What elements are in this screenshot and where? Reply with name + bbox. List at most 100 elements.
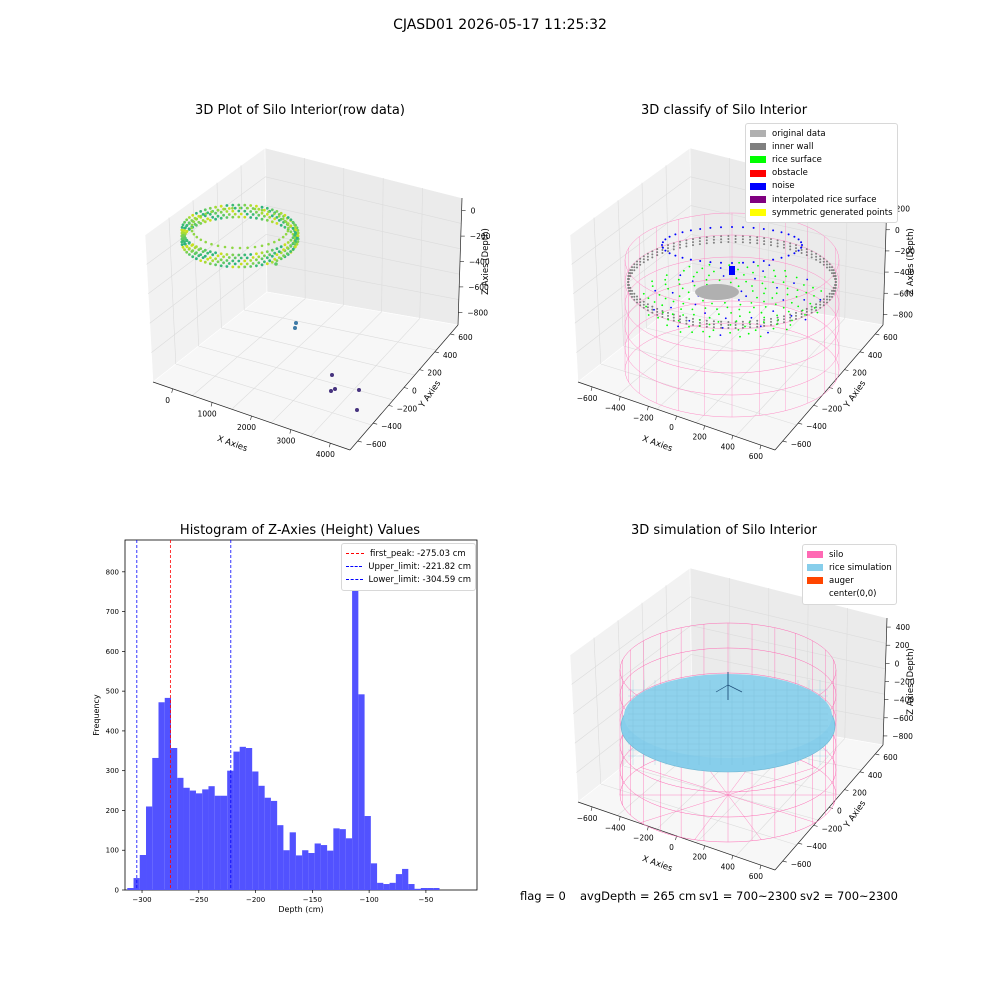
p1-ring-point bbox=[223, 207, 227, 211]
legend-swatch bbox=[807, 564, 823, 572]
p2-noise-point bbox=[797, 238, 800, 241]
p1-grid-line bbox=[240, 165, 245, 311]
histogram-bar bbox=[420, 888, 428, 890]
p1-ring-point bbox=[227, 207, 231, 210]
p2-surface-point bbox=[797, 305, 800, 308]
p2-grid-line bbox=[729, 157, 731, 299]
p1-ring-point bbox=[203, 254, 207, 258]
p1-ring-point bbox=[270, 248, 274, 252]
p1-y-tick-label: −600 bbox=[366, 440, 387, 449]
p1-outlier-point bbox=[294, 321, 298, 325]
p1-ring-point bbox=[293, 223, 296, 227]
p2-surface-point bbox=[759, 335, 762, 338]
p2-inner-wall-point bbox=[815, 306, 818, 309]
p2-inner-wall-point bbox=[805, 254, 808, 257]
legend-label: rice surface bbox=[772, 154, 822, 165]
p4-x-tick-label: 600 bbox=[749, 872, 764, 881]
simulation-legend: silo rice simulation auger center(0,0) bbox=[802, 544, 897, 605]
p2-inner-wall-point bbox=[819, 261, 822, 264]
p2-surface-point bbox=[682, 302, 685, 305]
p2-inner-wall-point bbox=[832, 289, 835, 292]
legend-swatch bbox=[750, 143, 766, 151]
p2-inner-wall-point bbox=[822, 304, 825, 307]
p2-inner-wall-point bbox=[661, 316, 664, 318]
p2-inner-wall-point bbox=[672, 248, 675, 251]
p2-inner-wall-point bbox=[651, 253, 654, 256]
histogram-x-axis-label: Depth (cm) bbox=[278, 905, 323, 914]
p2-surface-point bbox=[677, 278, 680, 281]
p1-ring-point bbox=[197, 220, 201, 224]
p2-inner-wall-point bbox=[795, 317, 797, 320]
p2-surface-point bbox=[661, 304, 664, 307]
p1-ring-point bbox=[260, 208, 264, 212]
p1-ring-point bbox=[219, 210, 223, 214]
p2-inner-wall-point bbox=[631, 295, 633, 298]
p2-surface-point bbox=[812, 286, 814, 289]
p2-inner-wall-point bbox=[783, 240, 785, 243]
p2-inner-wall-point bbox=[756, 236, 759, 239]
p1-grid-line bbox=[270, 311, 382, 424]
p2-inner-wall-point bbox=[756, 319, 759, 322]
p2-inner-wall-point bbox=[749, 235, 752, 238]
p1-ring-point bbox=[284, 232, 288, 236]
p1-ring-point bbox=[239, 256, 243, 260]
p1-ring-point bbox=[208, 256, 212, 260]
p4-grid-line bbox=[844, 607, 848, 739]
p2-surface-point bbox=[771, 297, 774, 299]
p2-surface-point bbox=[718, 313, 720, 316]
p4-y-tick-label: 400 bbox=[868, 771, 883, 780]
p2-inner-wall-point bbox=[770, 244, 772, 247]
p2-surface-point bbox=[773, 269, 775, 272]
histogram-bar bbox=[433, 888, 440, 890]
p1-ring-point bbox=[201, 250, 205, 254]
p2-inner-wall-point bbox=[783, 321, 785, 324]
p1-ring-point bbox=[222, 261, 226, 265]
p2-inner-wall-point bbox=[789, 313, 792, 316]
p1-ring-point bbox=[284, 220, 288, 224]
p2-inner-wall-point bbox=[776, 242, 779, 245]
p2-inner-wall-point bbox=[627, 287, 630, 289]
histogram-bar bbox=[189, 790, 196, 890]
p2-inner-wall-point bbox=[698, 237, 701, 240]
p1-ring-point bbox=[291, 236, 295, 240]
p1-y-tick-label: 200 bbox=[427, 369, 442, 378]
p2-inner-wall-point bbox=[763, 324, 766, 327]
p2-surface-point bbox=[645, 305, 647, 308]
histogram-bar bbox=[289, 832, 296, 890]
p1-ring-point bbox=[263, 254, 266, 258]
p1-ring-point bbox=[185, 223, 189, 227]
p2-inner-wall-point bbox=[810, 250, 813, 253]
p1-ring-point bbox=[286, 229, 290, 233]
p2-inner-wall-point bbox=[770, 323, 772, 326]
p1-ring-point bbox=[273, 257, 277, 261]
legend-swatch bbox=[807, 591, 823, 598]
p1-ring-point bbox=[255, 216, 258, 220]
p2-inner-wall-point bbox=[661, 252, 664, 254]
p1-ring-point bbox=[203, 248, 207, 252]
p1-ring-point bbox=[283, 225, 287, 229]
p2-noise-point bbox=[709, 261, 712, 264]
p2-grid-line bbox=[617, 200, 624, 347]
p2-noise-point bbox=[801, 244, 803, 246]
p2-surface-point bbox=[688, 265, 691, 268]
p1-ring-point bbox=[282, 248, 285, 252]
p1-ring-point bbox=[185, 238, 189, 242]
p2-surface-point bbox=[664, 297, 667, 300]
p1-ring-point bbox=[225, 265, 229, 268]
p1-ring-point bbox=[219, 252, 223, 256]
p2-z-axis-label: Z Axies (Depth) bbox=[906, 228, 916, 295]
p2-surface-point bbox=[682, 314, 684, 316]
histogram-x-tick-label: −100 bbox=[360, 896, 379, 904]
p2-noise-point bbox=[742, 226, 744, 229]
p2-inner-wall-point bbox=[661, 313, 664, 315]
p2-inner-wall-point bbox=[667, 244, 669, 247]
p2-surface-point bbox=[694, 303, 697, 306]
p2-inner-wall-point bbox=[828, 269, 831, 272]
p1-ring-point bbox=[267, 242, 270, 246]
p1-ring-point bbox=[294, 245, 297, 249]
p2-inner-wall-point bbox=[627, 281, 630, 283]
p2-inner-wall-point bbox=[741, 326, 744, 329]
p2-inner-wall-point bbox=[734, 327, 737, 329]
p1-ring-point bbox=[214, 257, 218, 261]
p2-noise-point bbox=[689, 229, 692, 232]
